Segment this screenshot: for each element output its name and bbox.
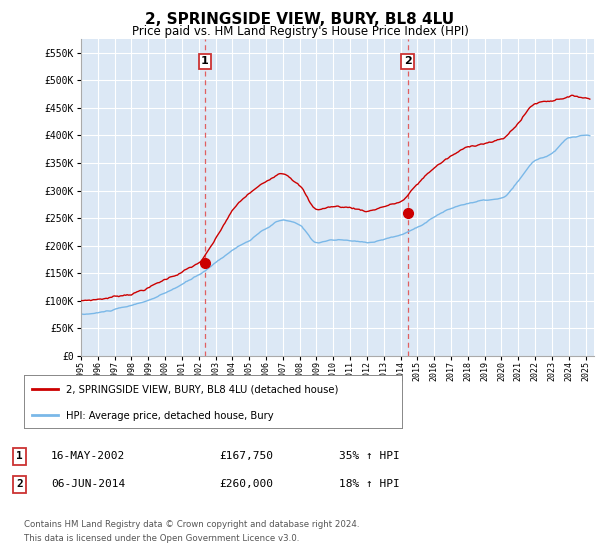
Text: 06-JUN-2014: 06-JUN-2014 — [51, 479, 125, 489]
Text: 16-MAY-2002: 16-MAY-2002 — [51, 451, 125, 461]
Text: 2: 2 — [404, 57, 412, 66]
Text: 18% ↑ HPI: 18% ↑ HPI — [339, 479, 400, 489]
Text: 2: 2 — [16, 479, 23, 489]
Text: £260,000: £260,000 — [219, 479, 273, 489]
Text: 2, SPRINGSIDE VIEW, BURY, BL8 4LU (detached house): 2, SPRINGSIDE VIEW, BURY, BL8 4LU (detac… — [65, 384, 338, 394]
Text: HPI: Average price, detached house, Bury: HPI: Average price, detached house, Bury — [65, 410, 273, 421]
Text: Contains HM Land Registry data © Crown copyright and database right 2024.: Contains HM Land Registry data © Crown c… — [24, 520, 359, 529]
Text: 2, SPRINGSIDE VIEW, BURY, BL8 4LU: 2, SPRINGSIDE VIEW, BURY, BL8 4LU — [145, 12, 455, 27]
Text: £167,750: £167,750 — [219, 451, 273, 461]
Text: Price paid vs. HM Land Registry's House Price Index (HPI): Price paid vs. HM Land Registry's House … — [131, 25, 469, 38]
Text: 1: 1 — [16, 451, 23, 461]
Text: This data is licensed under the Open Government Licence v3.0.: This data is licensed under the Open Gov… — [24, 534, 299, 543]
Text: 35% ↑ HPI: 35% ↑ HPI — [339, 451, 400, 461]
Text: 1: 1 — [201, 57, 209, 66]
